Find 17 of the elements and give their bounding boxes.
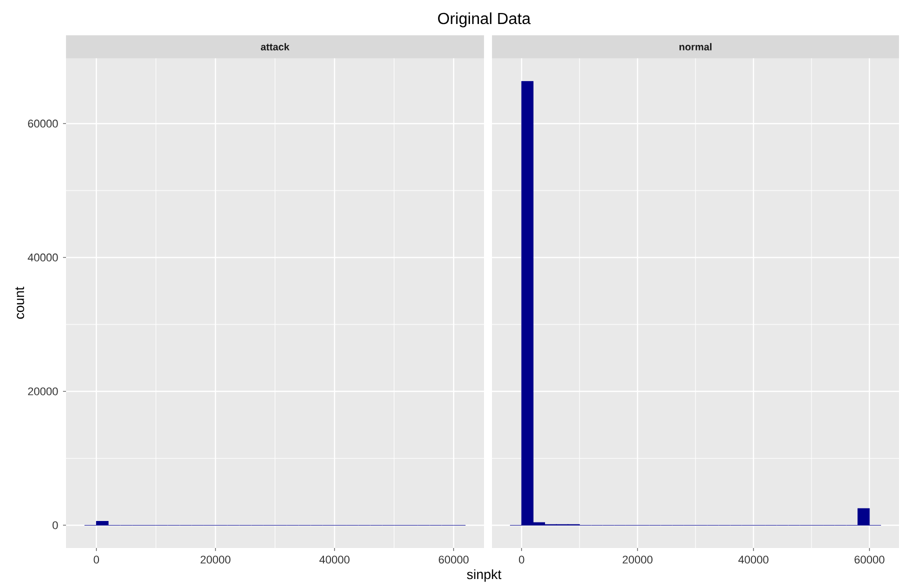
y-tick-label: 0 bbox=[52, 521, 58, 530]
x-tick-label: 40000 bbox=[319, 556, 350, 564]
x-tick-label: 60000 bbox=[438, 556, 469, 564]
x-tick-label: 0 bbox=[518, 556, 524, 564]
text: Original Data bbox=[438, 12, 531, 28]
x-tick-label: 40000 bbox=[738, 556, 768, 564]
y-tick-label: 40000 bbox=[28, 254, 58, 262]
chart-title: normal bbox=[680, 43, 712, 50]
y-tick-label: 20000 bbox=[28, 387, 58, 396]
x-tick-label: 60000 bbox=[854, 556, 884, 564]
y-axis-title: count bbox=[15, 286, 24, 319]
x-tick-label: 0 bbox=[94, 556, 100, 564]
y-tick-label: 60000 bbox=[28, 120, 58, 128]
chart-title: attack bbox=[260, 43, 290, 50]
x-tick-label: 20000 bbox=[200, 556, 230, 564]
x-axis-title: sinpkt bbox=[466, 569, 502, 582]
x-tick-label: 20000 bbox=[622, 556, 652, 564]
